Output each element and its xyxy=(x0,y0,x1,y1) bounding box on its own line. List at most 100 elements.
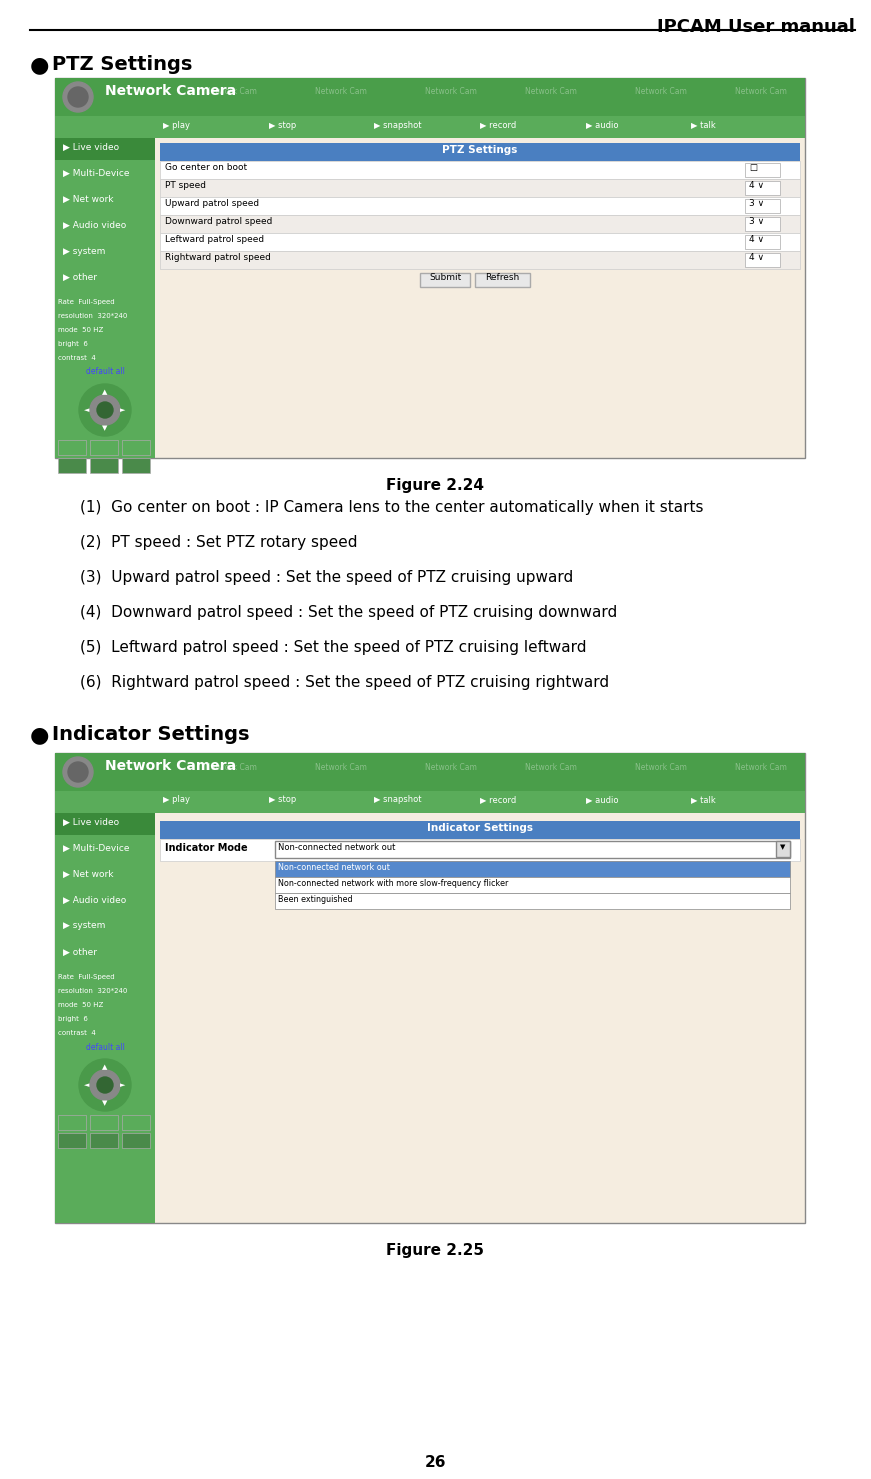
Bar xyxy=(160,839,800,861)
Text: Network Camera: Network Camera xyxy=(105,84,236,98)
Text: (3)  Upward patrol speed : Set the speed of PTZ cruising upward: (3) Upward patrol speed : Set the speed … xyxy=(80,569,573,586)
Bar xyxy=(55,268,155,290)
Bar xyxy=(55,216,155,238)
Bar xyxy=(58,1133,86,1148)
Bar xyxy=(55,986,155,1000)
Text: ▶ audio: ▶ audio xyxy=(585,796,618,805)
Text: 4 ∨: 4 ∨ xyxy=(749,253,764,262)
Bar xyxy=(55,1029,155,1043)
Text: ◄: ◄ xyxy=(84,407,90,413)
Bar xyxy=(55,917,155,939)
Text: Network Cam: Network Cam xyxy=(315,763,367,772)
Text: Submit: Submit xyxy=(429,274,461,282)
Text: default all: default all xyxy=(85,1043,125,1052)
Bar xyxy=(122,458,150,473)
Bar xyxy=(55,791,155,1223)
Text: Leftward patrol speed: Leftward patrol speed xyxy=(165,235,264,244)
Bar xyxy=(58,1115,86,1130)
Text: Figure 2.24: Figure 2.24 xyxy=(386,478,484,493)
Text: Indicator Settings: Indicator Settings xyxy=(427,822,533,833)
Text: (2)  PT speed : Set PTZ rotary speed: (2) PT speed : Set PTZ rotary speed xyxy=(80,535,357,550)
Bar xyxy=(55,164,155,186)
Text: Non-connected network with more slow-frequency flicker: Non-connected network with more slow-fre… xyxy=(278,879,509,887)
Circle shape xyxy=(79,1059,131,1111)
Circle shape xyxy=(68,87,88,106)
Text: Upward patrol speed: Upward patrol speed xyxy=(165,200,260,209)
Text: 4 ∨: 4 ∨ xyxy=(749,182,764,191)
Bar xyxy=(745,253,780,268)
Text: Indicator Mode: Indicator Mode xyxy=(165,843,247,853)
Text: ▶ record: ▶ record xyxy=(480,120,517,130)
Bar xyxy=(160,197,800,214)
Text: ►: ► xyxy=(120,1083,125,1089)
Circle shape xyxy=(97,1077,113,1093)
Text: ▼: ▼ xyxy=(102,1100,108,1106)
Text: (1)  Go center on boot : IP Camera lens to the center automatically when it star: (1) Go center on boot : IP Camera lens t… xyxy=(80,500,704,515)
Bar xyxy=(160,821,800,839)
Bar xyxy=(55,78,805,115)
Bar xyxy=(160,234,800,251)
Text: ▶ audio: ▶ audio xyxy=(585,120,618,130)
Bar xyxy=(745,235,780,248)
Bar xyxy=(55,115,155,458)
Text: ◄: ◄ xyxy=(84,1083,90,1089)
Bar xyxy=(90,1115,118,1130)
Bar xyxy=(122,439,150,456)
Bar xyxy=(160,161,800,179)
Text: ▶ system: ▶ system xyxy=(63,247,105,256)
Text: PTZ Settings: PTZ Settings xyxy=(52,55,192,74)
Text: ▶ talk: ▶ talk xyxy=(692,120,716,130)
Bar xyxy=(420,274,470,287)
Text: ▶ Audio video: ▶ Audio video xyxy=(63,220,126,229)
Text: Non-connected network out: Non-connected network out xyxy=(278,862,390,871)
Text: IPCAM User manual: IPCAM User manual xyxy=(657,18,855,35)
Text: ▶ play: ▶ play xyxy=(163,120,190,130)
Bar xyxy=(475,274,530,287)
Circle shape xyxy=(63,757,93,787)
Text: ▶ Live video: ▶ Live video xyxy=(63,818,119,827)
Text: Figure 2.25: Figure 2.25 xyxy=(386,1242,484,1259)
Text: ▶ stop: ▶ stop xyxy=(268,796,296,805)
Text: Non-connected network out: Non-connected network out xyxy=(278,843,395,852)
Bar xyxy=(745,200,780,213)
Text: mode  50 HZ: mode 50 HZ xyxy=(58,1001,104,1009)
Text: Network Cam: Network Cam xyxy=(425,87,477,96)
Text: ▲: ▲ xyxy=(102,1063,108,1069)
Bar xyxy=(90,1133,118,1148)
Bar xyxy=(55,78,805,458)
Bar xyxy=(55,189,155,211)
Bar xyxy=(122,1115,150,1130)
Bar xyxy=(55,813,155,836)
Text: resolution  320*240: resolution 320*240 xyxy=(58,988,127,994)
Text: Network Cam: Network Cam xyxy=(525,87,577,96)
Text: bright  6: bright 6 xyxy=(58,1016,88,1022)
Bar xyxy=(745,217,780,231)
Bar xyxy=(160,179,800,197)
Bar xyxy=(90,439,118,456)
Text: resolution  320*240: resolution 320*240 xyxy=(58,314,127,319)
Bar xyxy=(160,214,800,234)
Circle shape xyxy=(79,385,131,436)
Bar xyxy=(55,973,155,986)
Bar xyxy=(55,1015,155,1028)
Bar xyxy=(776,842,790,856)
Text: ▶ Net work: ▶ Net work xyxy=(63,870,113,879)
Text: default all: default all xyxy=(85,367,125,377)
Text: 4 ∨: 4 ∨ xyxy=(749,235,764,244)
Text: ▶ talk: ▶ talk xyxy=(692,796,716,805)
Bar xyxy=(745,163,780,177)
Text: Network Camera: Network Camera xyxy=(105,759,236,774)
Text: ▶ Multi-Device: ▶ Multi-Device xyxy=(63,843,130,852)
Bar xyxy=(55,839,155,861)
Text: Network Cam: Network Cam xyxy=(315,87,367,96)
Text: Go center on boot: Go center on boot xyxy=(165,164,247,173)
Text: PTZ Settings: PTZ Settings xyxy=(442,145,517,155)
Text: mode  50 HZ: mode 50 HZ xyxy=(58,327,104,333)
Bar xyxy=(55,243,155,263)
Text: Network Cam: Network Cam xyxy=(735,763,787,772)
Text: Network Cam: Network Cam xyxy=(425,763,477,772)
Text: Network Cam: Network Cam xyxy=(205,87,257,96)
Bar xyxy=(160,251,800,269)
Text: ▶ Multi-Device: ▶ Multi-Device xyxy=(63,169,130,177)
Text: ▶ Audio video: ▶ Audio video xyxy=(63,895,126,905)
